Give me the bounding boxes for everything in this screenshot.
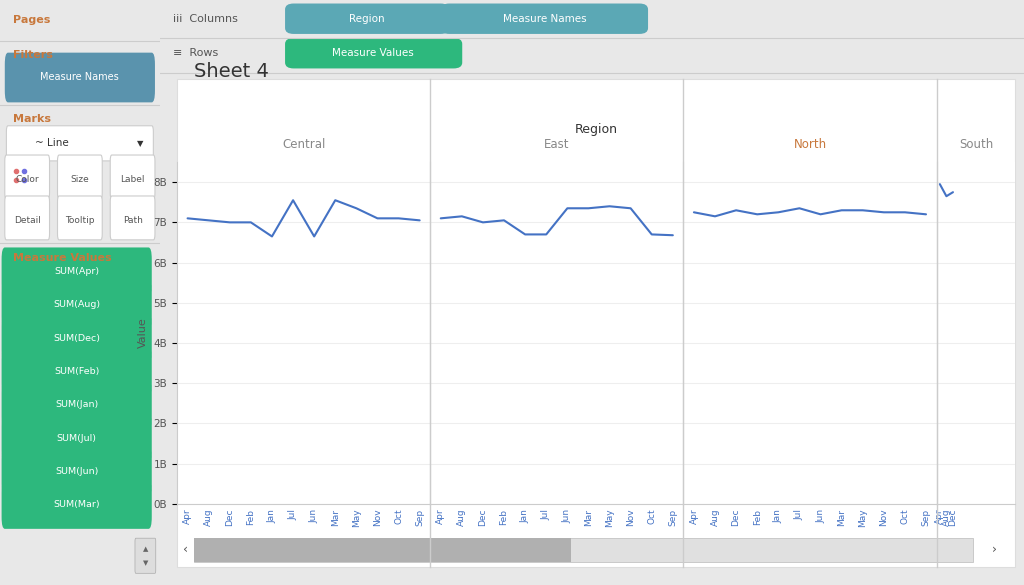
FancyBboxPatch shape (440, 4, 648, 34)
Text: Measure Names: Measure Names (41, 72, 119, 82)
FancyBboxPatch shape (111, 155, 155, 199)
FancyBboxPatch shape (135, 538, 156, 573)
Text: Sheet 4: Sheet 4 (195, 62, 269, 81)
Text: Size: Size (71, 176, 89, 184)
FancyBboxPatch shape (2, 381, 152, 429)
Text: Filters: Filters (12, 50, 52, 60)
FancyBboxPatch shape (5, 155, 49, 199)
Text: Pages: Pages (12, 15, 50, 25)
Text: Measure Values: Measure Values (12, 253, 112, 263)
Text: ›: › (992, 543, 997, 556)
Text: Color: Color (15, 176, 39, 184)
Text: SUM(Aug): SUM(Aug) (53, 300, 100, 309)
FancyBboxPatch shape (5, 53, 155, 102)
FancyBboxPatch shape (194, 538, 974, 562)
Text: Path: Path (123, 216, 142, 225)
FancyBboxPatch shape (2, 281, 152, 329)
Text: Label: Label (121, 176, 144, 184)
Y-axis label: Value: Value (138, 318, 148, 348)
FancyBboxPatch shape (2, 347, 152, 395)
Text: Central: Central (282, 138, 326, 151)
Text: SUM(Jul): SUM(Jul) (56, 433, 96, 443)
Text: East: East (544, 138, 569, 151)
Text: SUM(Jun): SUM(Jun) (55, 467, 98, 476)
FancyBboxPatch shape (2, 247, 152, 295)
Text: ~ Line: ~ Line (35, 138, 69, 149)
Text: SUM(Jan): SUM(Jan) (55, 400, 98, 410)
FancyBboxPatch shape (57, 196, 102, 240)
FancyBboxPatch shape (111, 196, 155, 240)
FancyBboxPatch shape (57, 155, 102, 199)
FancyBboxPatch shape (285, 38, 462, 68)
Text: Measure Names: Measure Names (503, 13, 586, 24)
Text: SUM(Mar): SUM(Mar) (53, 500, 100, 510)
Text: SUM(Feb): SUM(Feb) (54, 367, 99, 376)
Text: Tooltip: Tooltip (66, 216, 94, 225)
Text: ‹: ‹ (183, 543, 188, 556)
Text: Detail: Detail (13, 216, 41, 225)
Text: iii  Columns: iii Columns (173, 13, 238, 24)
FancyBboxPatch shape (177, 79, 1016, 567)
Text: North: North (794, 138, 826, 151)
Text: South: South (958, 138, 993, 151)
FancyBboxPatch shape (5, 196, 49, 240)
Text: Region: Region (574, 123, 617, 136)
Text: ▲: ▲ (142, 546, 148, 552)
FancyBboxPatch shape (6, 126, 154, 161)
FancyBboxPatch shape (2, 414, 152, 462)
FancyBboxPatch shape (285, 4, 450, 34)
Text: Marks: Marks (12, 114, 51, 124)
Text: ▼: ▼ (137, 139, 143, 148)
FancyBboxPatch shape (2, 448, 152, 495)
FancyBboxPatch shape (2, 314, 152, 362)
Text: SUM(Dec): SUM(Dec) (53, 333, 100, 343)
Text: Measure Values: Measure Values (333, 48, 414, 58)
FancyBboxPatch shape (194, 538, 571, 562)
Text: SUM(Apr): SUM(Apr) (54, 267, 99, 276)
Text: Region: Region (349, 13, 385, 24)
Text: ≡  Rows: ≡ Rows (173, 47, 218, 58)
FancyBboxPatch shape (2, 481, 152, 529)
Text: ▼: ▼ (142, 560, 148, 566)
